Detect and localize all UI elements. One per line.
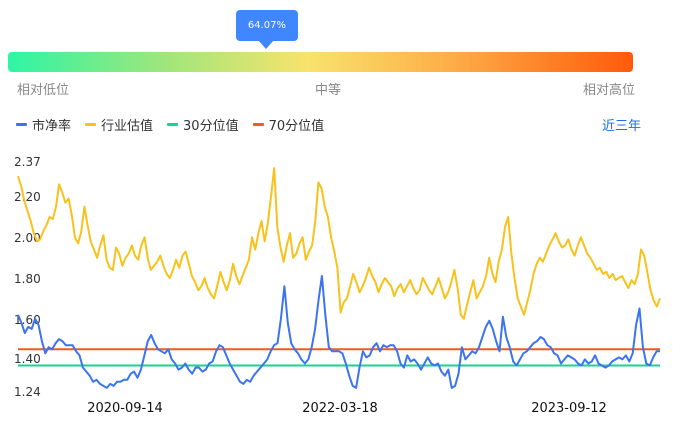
legend-item-industry[interactable]: 行业估值: [85, 115, 153, 134]
series-line-industry: [17, 167, 661, 320]
series-line-pb: [17, 275, 660, 389]
y-tick-label: 1.24: [14, 385, 41, 399]
legend-label-p30: 30分位值: [183, 119, 239, 134]
legend-label-industry: 行业估值: [101, 119, 154, 134]
period-selector[interactable]: 近三年: [601, 119, 641, 134]
percentile-tooltip: 64.07%: [235, 10, 298, 49]
x-tick-label: 2022-03-18: [302, 401, 378, 416]
legend-item-p70[interactable]: 70分位值: [252, 115, 325, 134]
y-tick-label: 1.80: [14, 272, 41, 286]
legend-item-pb[interactable]: 市净率: [16, 115, 71, 134]
x-tick-label: 2023-09-12: [531, 401, 607, 416]
percentile-tooltip-text: 64.07%: [247, 20, 286, 31]
gauge-mid-label: 中等: [315, 83, 342, 98]
legend-item-p30[interactable]: 30分位值: [167, 115, 239, 134]
valuation-gauge-bar: [8, 52, 633, 72]
gauge-high-label: 相对高位: [583, 83, 636, 98]
gauge-low-label: 相对低位: [17, 83, 70, 98]
legend-label-p70: 70分位值: [268, 119, 325, 134]
legend-swatch-p30: [167, 123, 179, 126]
legend-swatch-industry: [85, 123, 97, 126]
y-tick-label: 2.20: [14, 190, 41, 204]
y-tick-label: 1.40: [14, 352, 41, 366]
chart-legend: 市净率 行业估值 30分位值 70分位值: [16, 115, 324, 134]
legend-swatch-pb: [16, 123, 27, 126]
x-tick-label: 2020-09-14: [87, 401, 163, 416]
y-tick-label: 2.37: [14, 155, 41, 169]
legend-label-pb: 市净率: [32, 119, 72, 134]
legend-swatch-p70: [252, 123, 264, 126]
